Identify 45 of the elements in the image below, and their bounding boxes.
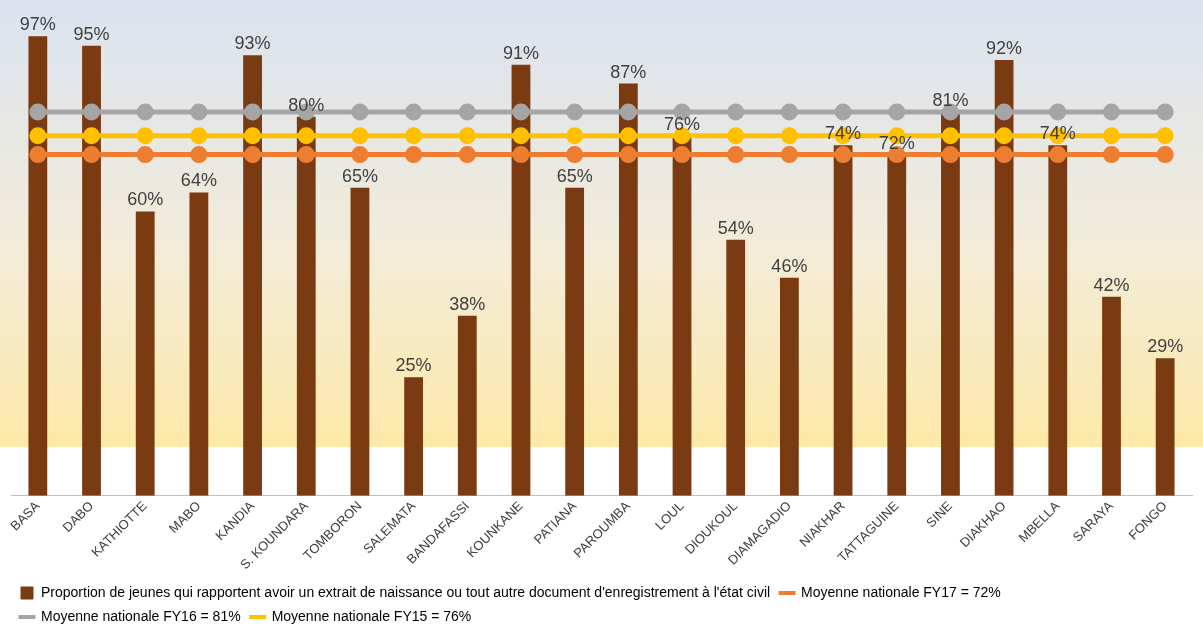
data-label: 92% xyxy=(986,37,1023,58)
bar xyxy=(511,64,531,496)
data-label: 46% xyxy=(771,255,808,276)
data-label: 80% xyxy=(288,94,325,115)
data-label: 81% xyxy=(932,89,969,110)
data-label: 38% xyxy=(449,293,486,314)
data-label: 97% xyxy=(19,14,56,35)
legend-label: Proportion de jeunes qui rapportent avoir un extrait de naissance ou tout autre document d'enregistrement à l'état civil xyxy=(41,583,771,600)
legend-label: Moyenne nationale FY17 = 72% xyxy=(801,583,1001,600)
bar xyxy=(135,211,155,496)
bar xyxy=(833,145,853,496)
bar xyxy=(1102,296,1121,496)
data-label: 87% xyxy=(610,61,647,82)
bar xyxy=(296,116,316,496)
data-label: 65% xyxy=(556,165,593,186)
bar xyxy=(779,277,799,496)
bar xyxy=(243,55,262,496)
bar xyxy=(404,377,424,496)
data-label: 65% xyxy=(341,165,378,186)
data-label: 25% xyxy=(395,355,432,376)
bar xyxy=(82,45,101,496)
data-label: 54% xyxy=(717,217,754,238)
bar xyxy=(887,154,907,496)
bar xyxy=(726,239,746,496)
data-label: 76% xyxy=(664,113,701,134)
data-label: 60% xyxy=(127,189,164,210)
data-label: 72% xyxy=(878,132,915,153)
data-label: 91% xyxy=(502,42,539,63)
bar xyxy=(672,135,692,496)
bar xyxy=(941,111,960,496)
bar xyxy=(1048,145,1068,496)
data-label: 29% xyxy=(1147,336,1184,357)
data-label: 95% xyxy=(73,23,110,44)
legend-label: Moyenne nationale FY16 = 81% xyxy=(41,607,241,624)
data-label: 93% xyxy=(234,33,271,54)
legend-label: Moyenne nationale FY15 = 76% xyxy=(271,607,472,624)
bar xyxy=(994,59,1014,496)
data-label: 64% xyxy=(180,170,217,191)
bar xyxy=(565,187,585,496)
bar xyxy=(1155,358,1175,496)
bar xyxy=(350,187,370,496)
bar xyxy=(28,36,48,496)
data-label: 42% xyxy=(1093,274,1130,295)
bar xyxy=(457,315,477,496)
bar xyxy=(189,192,209,496)
